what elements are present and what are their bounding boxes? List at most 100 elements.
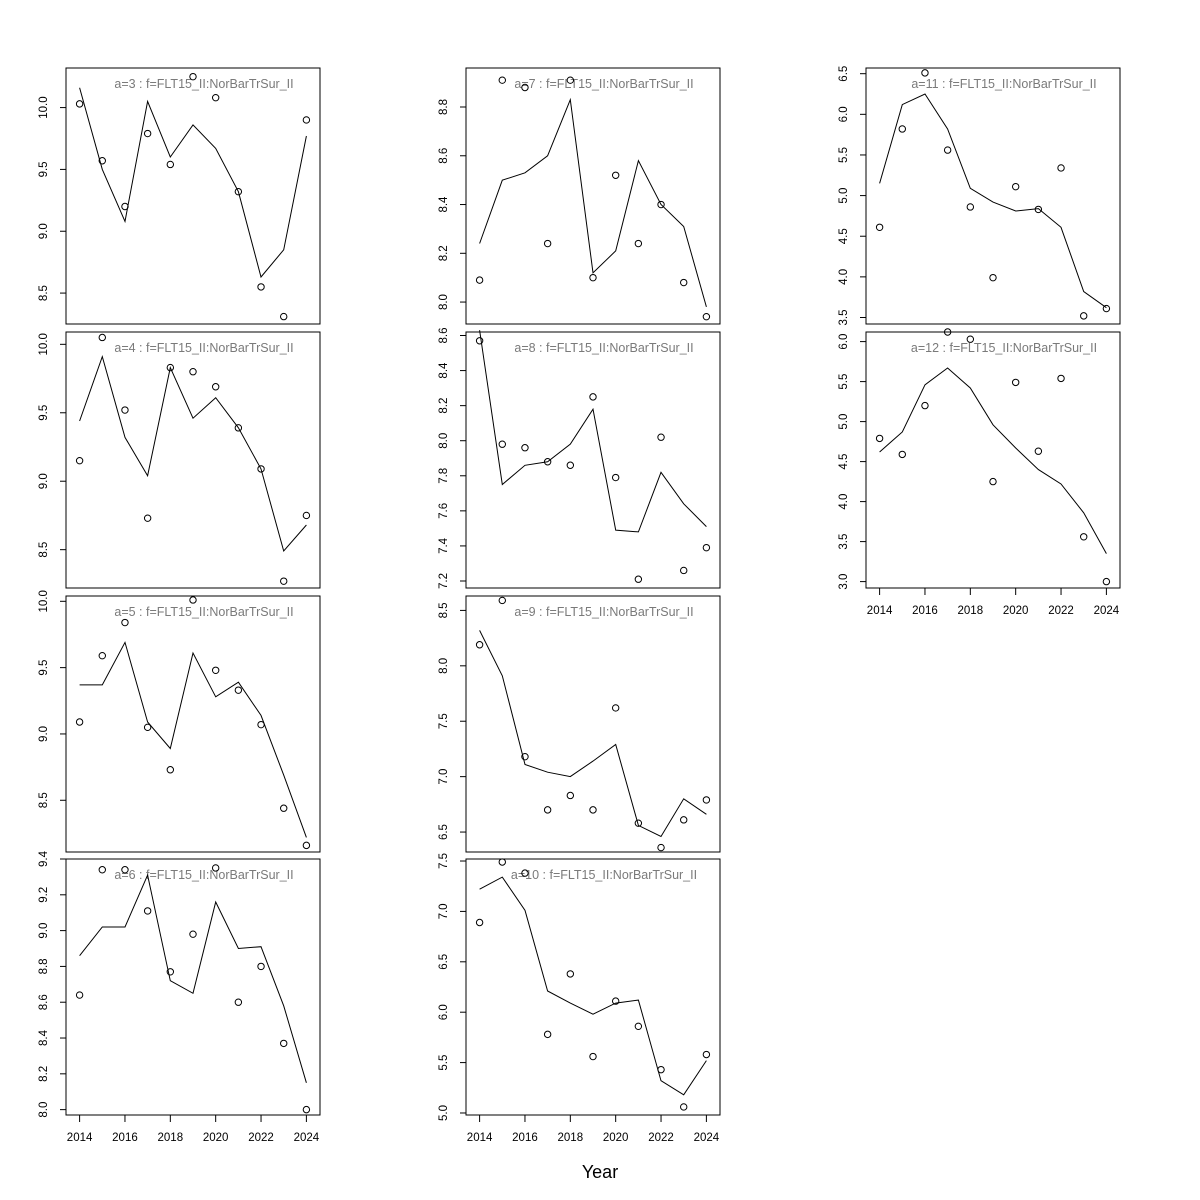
observed-point <box>543 1030 552 1039</box>
y-tick-label: 6.5 <box>838 66 850 82</box>
panel-title: a=11 : f=FLT15_II:NorBarTrSur_II <box>911 77 1096 91</box>
y-tick-label: 7.5 <box>438 713 450 729</box>
x-axis-label: Year <box>582 1162 618 1182</box>
observed-point <box>566 970 575 978</box>
observed-point <box>921 69 929 77</box>
y-tick-label: 8.4 <box>438 196 450 213</box>
fitted-line <box>79 873 307 1083</box>
observed-point <box>75 991 84 999</box>
observed-point <box>211 383 220 391</box>
y-tick-label: 6.0 <box>838 106 850 122</box>
y-tick-label: 4.0 <box>838 269 850 285</box>
y-tick-label: 8.0 <box>438 433 450 449</box>
observed-point <box>475 337 484 345</box>
observed-point <box>521 752 529 761</box>
y-tick-label: 10.0 <box>38 333 50 355</box>
y-tick-label: 8.2 <box>438 398 450 414</box>
observed-point <box>475 918 484 927</box>
fitted-line <box>79 641 307 838</box>
panel: a=7 : f=FLT15_II:NorBarTrSur_II 8.0 8.2 8.4… <box>438 67 721 325</box>
observed-point <box>498 76 506 84</box>
x-tick-label: 2016 <box>112 1132 138 1144</box>
fitted-line <box>879 93 1107 309</box>
y-tick-label: 3.5 <box>838 534 850 550</box>
x-tick-label: 2020 <box>1003 605 1029 617</box>
panel-title: a=9 : f=FLT15_II:NorBarTrSur_II <box>514 605 693 619</box>
y-tick-label: 7.6 <box>438 503 450 519</box>
x-tick-label: 2014 <box>467 1132 493 1144</box>
observed-point <box>657 433 665 441</box>
observed-point <box>1057 164 1065 172</box>
observed-point <box>475 641 484 649</box>
y-tick-label: 9.5 <box>38 660 50 676</box>
x-tick-label: 2018 <box>558 1132 584 1144</box>
observed-point <box>189 596 197 604</box>
observed-point <box>680 566 688 575</box>
panel: a=5 : f=FLT15_II:NorBarTrSur_II 8.5 9.0 9.5… <box>38 590 321 853</box>
observed-point <box>257 465 265 473</box>
observed-point <box>234 998 243 1006</box>
observed-point <box>166 363 175 372</box>
y-tick-label: 8.2 <box>38 1066 50 1082</box>
observed-point <box>680 816 688 824</box>
observed-point <box>521 83 529 92</box>
observed-point <box>211 864 220 872</box>
y-tick-label: 9.2 <box>38 887 50 903</box>
observed-point <box>521 869 529 877</box>
observed-point <box>589 1052 597 1061</box>
x-tick-label: 2016 <box>912 605 938 617</box>
observed-point <box>566 76 575 84</box>
observed-point <box>234 187 243 196</box>
plot-frame <box>465 67 721 325</box>
observed-point <box>143 723 152 732</box>
panel: a=6 : f=FLT15_II:NorBarTrSur_II 8.0 8.2 8.4… <box>38 850 321 1144</box>
observed-point <box>611 704 620 712</box>
observed-point <box>989 477 997 486</box>
panel: a=12 : f=FLT15_II:NorBarTrSur_II 3.0 3.5 4.… <box>838 328 1121 617</box>
observed-point <box>189 930 197 938</box>
observed-point <box>1034 205 1043 214</box>
y-tick-label: 9.0 <box>38 923 50 939</box>
observed-point <box>702 1050 711 1059</box>
plot-frame <box>865 331 1121 589</box>
y-tick-label: 8.5 <box>38 542 50 558</box>
panel: a=11 : f=FLT15_II:NorBarTrSur_II 3.5 4.0 4.… <box>838 66 1121 325</box>
panel-title: a=12 : f=FLT15_II:NorBarTrSur_II <box>911 341 1097 355</box>
y-tick-label: 6.0 <box>438 1004 450 1020</box>
observed-point <box>1102 577 1111 586</box>
fitted-line <box>479 97 707 308</box>
y-tick-label: 7.8 <box>438 468 450 484</box>
x-tick-label: 2024 <box>1094 605 1120 617</box>
observed-point <box>875 434 884 443</box>
x-tick-label: 2024 <box>294 1132 320 1144</box>
observed-point <box>611 171 620 179</box>
y-tick-label: 4.5 <box>838 454 850 470</box>
y-tick-label: 9.4 <box>38 850 50 867</box>
observed-point <box>611 473 620 482</box>
y-tick-label: 4.0 <box>838 494 850 510</box>
y-tick-label: 8.5 <box>38 285 50 301</box>
panel: a=4 : f=FLT15_II:NorBarTrSur_II 8.5 9.0 9.5… <box>38 331 321 589</box>
panel-title: a=3 : f=FLT15_II:NorBarTrSur_II <box>114 77 293 91</box>
observed-point <box>166 968 175 976</box>
observed-point <box>211 93 220 102</box>
panel-title: a=6 : f=FLT15_II:NorBarTrSur_II <box>114 868 293 882</box>
observed-point <box>121 406 129 414</box>
y-tick-label: 7.0 <box>438 769 450 785</box>
observed-point <box>98 333 106 342</box>
panel-title: a=7 : f=FLT15_II:NorBarTrSur_II <box>514 77 693 91</box>
observed-point <box>121 618 129 627</box>
y-tick-label: 7.2 <box>438 573 450 589</box>
observed-point <box>702 543 711 552</box>
x-tick-label: 2020 <box>603 1132 629 1144</box>
observed-point <box>211 666 220 674</box>
x-tick-label: 2016 <box>512 1132 538 1144</box>
observed-point <box>1102 304 1111 313</box>
observed-point <box>234 686 243 694</box>
x-tick-label: 2022 <box>1048 605 1074 617</box>
observed-point <box>611 997 620 1005</box>
observed-point <box>280 312 288 321</box>
observed-point <box>257 962 265 971</box>
y-tick-label: 9.0 <box>38 473 50 489</box>
